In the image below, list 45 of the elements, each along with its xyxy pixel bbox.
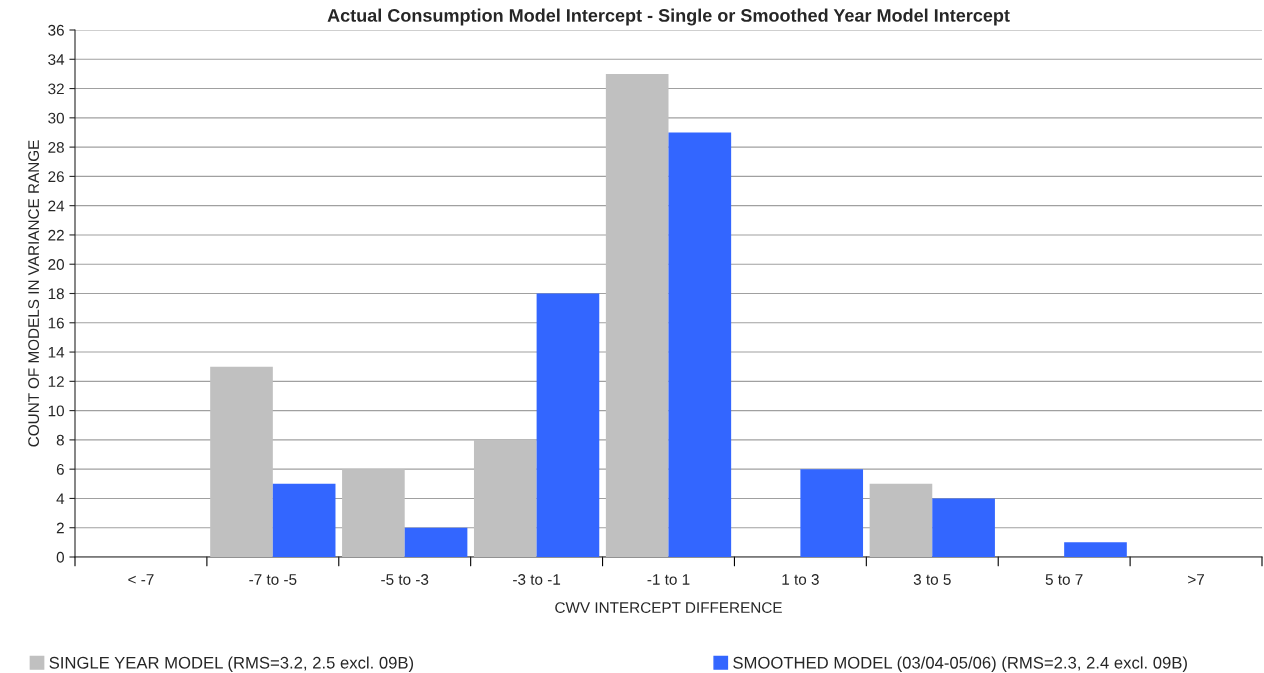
y-tick-label: 4: [56, 493, 65, 504]
y-tick-label: 10: [48, 405, 64, 417]
x-tick-label: >7: [1188, 574, 1204, 585]
y-tick-label: 14: [48, 347, 65, 358]
x-tick-label: -7 to -5: [249, 574, 297, 585]
y-tick-label: 28: [48, 141, 64, 153]
y-tick-label: 22: [48, 229, 64, 241]
y-tick-label: 32: [48, 83, 64, 95]
y-tick-label: 24: [48, 200, 65, 212]
x-axis-title: CWV INTERCEPT DIFFERENCE: [555, 602, 782, 614]
y-tick-label: 30: [48, 112, 64, 124]
y-tick-label: 12: [48, 376, 64, 387]
y-tick-label: 36: [48, 24, 64, 36]
x-tick-label: 5 to 7: [1045, 574, 1083, 585]
x-tick-label: -3 to -1: [513, 574, 561, 585]
legend-label: SMOOTHED MODEL (03/04-05/06) (RMS=2.3, 2.4 excl. 09B): [733, 656, 1187, 672]
bar: [272, 483, 336, 557]
bar: [1064, 542, 1127, 557]
legend-label: SINGLE YEAR MODEL (RMS=3.2, 2.5 excl. 09B): [49, 656, 414, 672]
x-tick-label: -1 to 1: [647, 574, 690, 585]
y-tick-label: 2: [56, 522, 64, 534]
y-tick-label: 26: [48, 171, 64, 183]
bar: [404, 527, 468, 557]
x-tick-label: 1 to 3: [782, 574, 819, 585]
bar: [210, 366, 273, 557]
bar: [605, 73, 669, 557]
bar: [342, 469, 405, 557]
y-tick-label: 0: [56, 551, 64, 563]
y-axis-title: COUNT OF MODELS IN VARIANCE RANGE: [28, 140, 40, 447]
bar: [473, 439, 537, 557]
y-tick-label: 16: [48, 317, 64, 329]
bar: [800, 469, 864, 557]
y-tick-label: 34: [48, 54, 65, 65]
bar: [536, 293, 600, 557]
y-tick-label: 6: [56, 464, 64, 475]
y-tick-label: 8: [56, 434, 64, 446]
x-tick-label: -5 to -3: [381, 574, 429, 585]
bar: [668, 132, 732, 557]
bar: [869, 483, 933, 557]
x-tick-label: < -7: [128, 574, 154, 585]
x-tick-label: 3 to 5: [913, 574, 951, 585]
chart-title: Actual Consumption Model Intercept - Single or Smoothed Year Model Intercept: [327, 8, 1010, 26]
y-tick-label: 18: [48, 288, 64, 300]
y-tick-label: 20: [48, 259, 64, 270]
bar: [932, 498, 995, 557]
